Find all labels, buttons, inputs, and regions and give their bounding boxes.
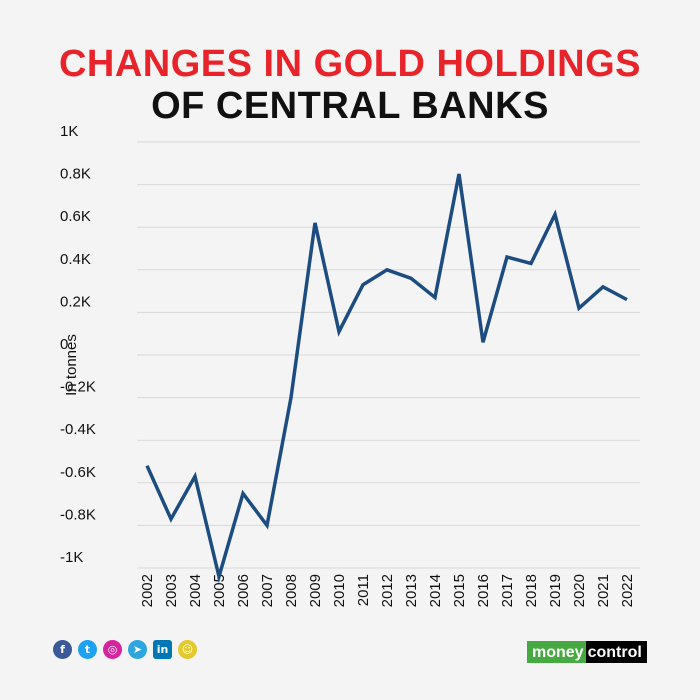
- x-tick-label: 2017: [499, 574, 516, 607]
- x-tick-label: 2008: [283, 574, 300, 607]
- title-line-2: OF CENTRAL BANKS: [151, 85, 549, 127]
- y-tick-label: 0.4K: [60, 251, 91, 268]
- social-icons: f t ◎ ➤ in ☺: [53, 640, 197, 660]
- moneycontrol-logo: money control: [527, 641, 647, 663]
- x-tick-label: 2018: [523, 574, 540, 607]
- x-tick-label: 2003: [163, 574, 180, 607]
- snapchat-icon[interactable]: ☺: [178, 640, 197, 659]
- x-tick-label: 2013: [403, 574, 420, 607]
- x-tick-label: 2015: [451, 574, 468, 607]
- y-tick-label: -0.4K: [60, 421, 96, 438]
- telegram-icon[interactable]: ➤: [128, 640, 147, 659]
- y-tick-label: 0.8K: [60, 166, 91, 183]
- x-tick-label: 2020: [571, 574, 588, 607]
- y-tick-label: -0.8K: [60, 506, 96, 523]
- logo-part-2: control: [585, 641, 647, 663]
- y-tick-label: 1K: [60, 123, 78, 140]
- x-tick-label: 2014: [427, 574, 444, 607]
- x-tick-label: 2010: [331, 574, 348, 607]
- x-tick-label: 2022: [619, 574, 636, 607]
- x-tick-label: 2002: [139, 574, 156, 607]
- x-tick-label: 2004: [187, 574, 204, 607]
- facebook-icon[interactable]: f: [53, 640, 72, 659]
- y-tick-label: 0.6K: [60, 208, 91, 225]
- x-tick-label: 2012: [379, 574, 396, 607]
- series-group: [145, 173, 628, 584]
- y-tick-label: -0.6K: [60, 464, 96, 481]
- x-tick-label: 2005: [211, 574, 228, 607]
- series-line: [145, 173, 628, 584]
- y-tick-label: 0: [60, 336, 68, 353]
- x-tick-label: 2021: [595, 574, 612, 607]
- x-tick-label: 2007: [259, 574, 276, 607]
- twitter-icon[interactable]: t: [78, 640, 97, 659]
- title-line-1: CHANGES IN GOLD HOLDINGS: [58, 43, 642, 85]
- grid-lines: [137, 141, 640, 569]
- y-tick-label: -0.2K: [60, 379, 96, 396]
- y-axis-ticks: 1K 0.8K 0.6K 0.4K 0.2K 0 -0.2K -0.4K -0.6K -0.8K -…: [60, 123, 96, 566]
- y-axis-label: In tonnes: [63, 334, 80, 396]
- chart-title: CHANGES IN GOLD HOLDINGS OF CENTRAL BANK…: [0, 42, 700, 126]
- x-tick-label: 2019: [547, 574, 564, 607]
- y-tick-label: -1K: [60, 549, 83, 566]
- instagram-icon[interactable]: ◎: [103, 640, 122, 659]
- x-tick-label: 2009: [307, 574, 324, 607]
- x-tick-label: 2016: [475, 574, 492, 607]
- linkedin-icon[interactable]: in: [153, 640, 172, 659]
- logo-part-1: money: [527, 641, 586, 663]
- x-axis-ticks: 2002 2003 2004 2005 2006 2007 2008 2009 2010 2011…: [139, 574, 636, 607]
- x-tick-label: 2006: [235, 574, 252, 607]
- x-tick-label: 2011: [355, 574, 372, 606]
- y-tick-label: 0.2K: [60, 293, 91, 310]
